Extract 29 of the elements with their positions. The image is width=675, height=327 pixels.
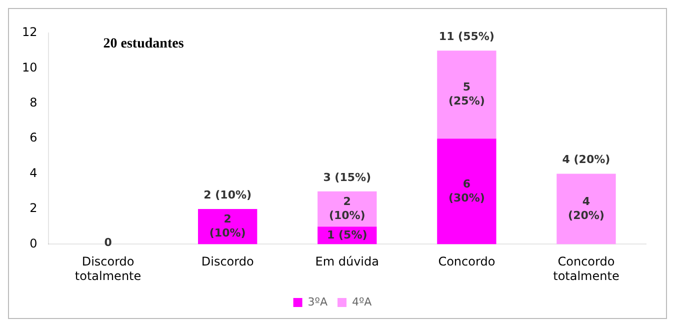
y-tick-label: 8 [30,96,38,110]
data-label: 1 (5%) [327,228,368,242]
x-tick-label: Concordo [438,254,496,269]
x-tick-label: Concordo totalmente [553,254,620,283]
y-tick-label: 10 [22,60,38,74]
x-tick-label: Discordo [201,254,254,269]
x-tick-label: Discordo totalmente [74,254,142,283]
y-tick-label: 4 [30,166,38,180]
total-label: 2 (10%) [204,188,252,202]
y-tick-label: 6 [30,130,38,145]
total-label: 4 (20%) [562,153,610,166]
data-label: 2 (10%) [209,212,246,240]
data-label: 0 [104,236,112,250]
legend-label: 3ºA [308,295,328,308]
data-label: 5 (25%) [448,80,485,108]
bar [437,50,496,139]
data-label: 6 (30%) [448,177,485,204]
bar [556,174,616,244]
total-label: 3 (15%) [323,170,372,184]
bar [437,138,496,244]
data-label: 4 (20%) [568,194,604,222]
y-tick-label: 12 [22,25,38,40]
annotation: 20 estudantes [103,36,184,52]
x-tick-label: Em dúvida [315,254,379,269]
total-label: 11 (55%) [438,30,494,43]
y-tick-label: 0 [30,236,38,250]
data-label: 2 (10%) [328,194,366,222]
y-tick-label: 2 [30,201,38,216]
legend-label: 4ºA [352,295,372,308]
